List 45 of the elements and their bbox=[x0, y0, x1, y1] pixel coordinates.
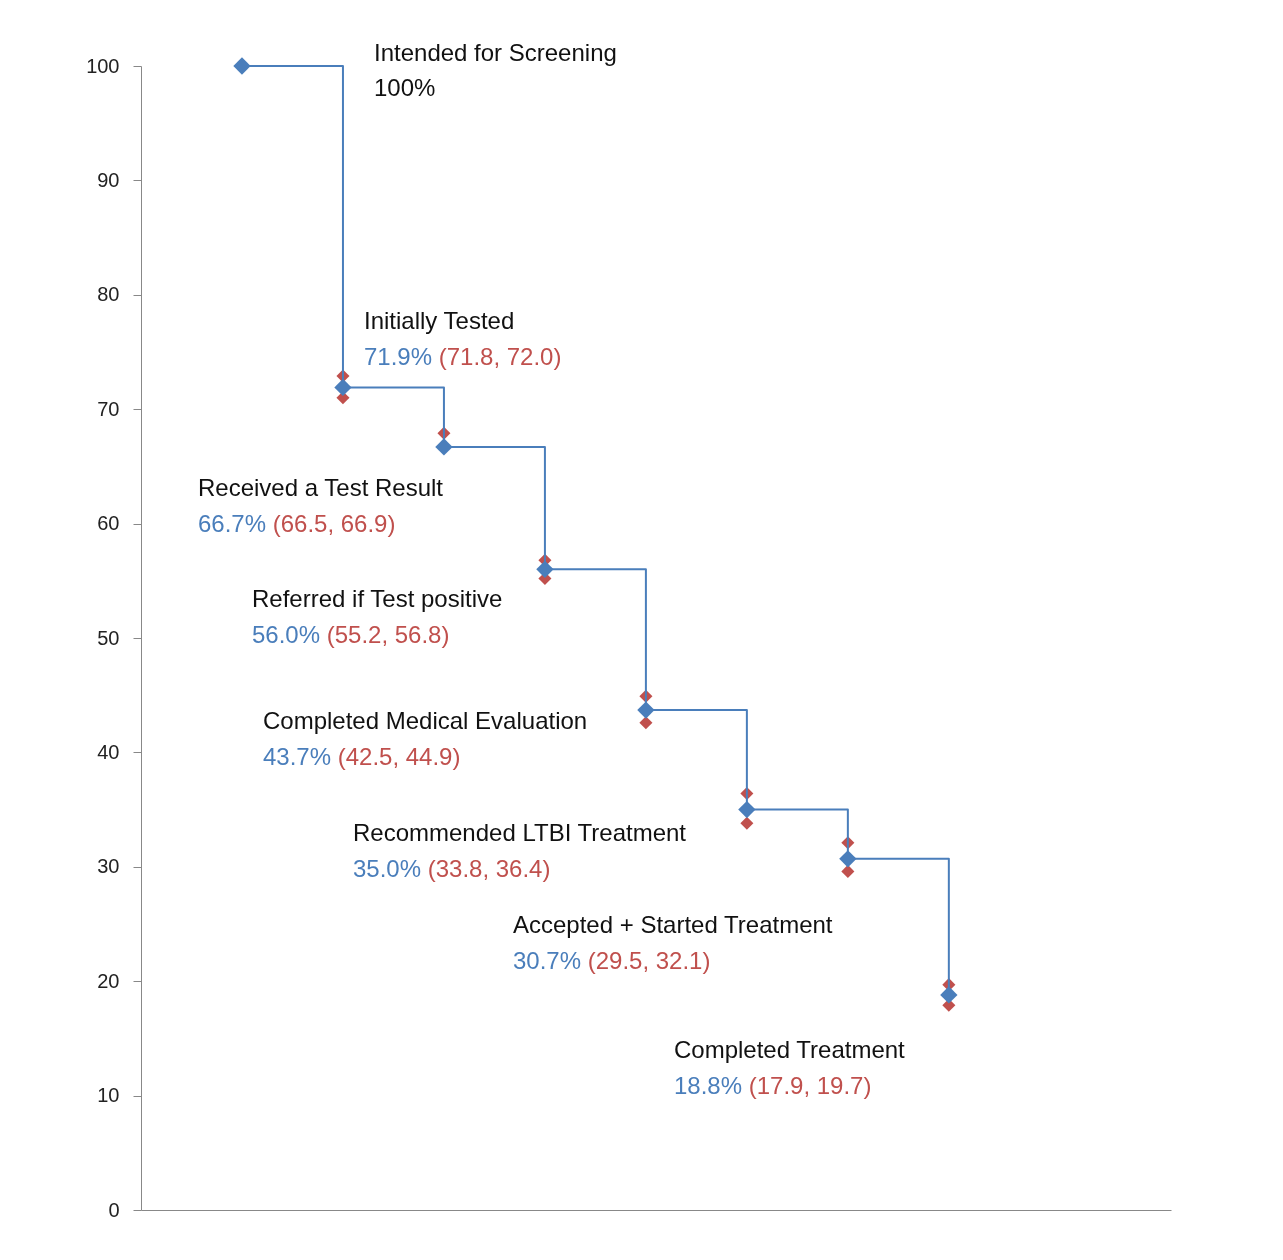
annotation: (71.8, 72.0) bbox=[438, 343, 562, 370]
point bbox=[637, 701, 655, 719]
annotation: (29.5, 32.1) bbox=[587, 947, 711, 974]
annotation: Recommended LTBI Treatment bbox=[353, 819, 687, 846]
annotation: 100% bbox=[374, 74, 436, 101]
y-tick-label: 100 bbox=[86, 54, 120, 77]
point bbox=[839, 850, 857, 868]
point bbox=[740, 816, 754, 830]
annotation: 71.9% bbox=[364, 343, 433, 370]
annotation: 66.7% bbox=[198, 510, 267, 537]
annotation: 43.7% bbox=[263, 743, 332, 770]
annotation: Received a Test Result bbox=[198, 474, 444, 501]
annotation: 56.0% bbox=[252, 621, 321, 648]
text: Intended for Screening bbox=[374, 39, 617, 66]
annotation: Completed Treatment bbox=[674, 1036, 906, 1063]
point bbox=[841, 864, 855, 878]
y-tick-label: 40 bbox=[97, 740, 120, 763]
point bbox=[334, 378, 352, 397]
annotation: Initially Tested bbox=[364, 307, 515, 334]
point bbox=[940, 986, 958, 1004]
annotation: (66.5, 66.9) bbox=[272, 510, 396, 537]
annotation: 35.0% bbox=[353, 855, 422, 882]
point bbox=[536, 560, 554, 579]
point bbox=[639, 716, 653, 730]
y-tick-label: 0 bbox=[108, 1198, 120, 1221]
y-tick-label: 60 bbox=[97, 512, 120, 535]
point bbox=[738, 800, 756, 819]
annotation: (55.2, 56.8) bbox=[326, 621, 450, 648]
annotation: Accepted + Started Treatment bbox=[513, 911, 833, 938]
annotation: Referred if Test positive bbox=[252, 585, 503, 612]
y-tick-label: 20 bbox=[97, 969, 120, 992]
y-tick-label: 90 bbox=[97, 168, 120, 191]
y-tick-label: 30 bbox=[97, 855, 120, 878]
point bbox=[233, 57, 251, 75]
y-tick-label: 10 bbox=[97, 1084, 120, 1107]
annotation: (42.5, 44.9) bbox=[337, 743, 461, 770]
point bbox=[435, 438, 453, 456]
y-tick-label: 50 bbox=[97, 626, 120, 649]
y-tick-label: 70 bbox=[97, 397, 120, 420]
annotation: 30.7% bbox=[513, 947, 582, 974]
y-tick-label: 80 bbox=[97, 283, 120, 306]
annotation: 18.8% bbox=[674, 1072, 743, 1099]
annotation: (17.9, 19.7) bbox=[748, 1072, 872, 1099]
annotation: (33.8, 36.4) bbox=[427, 855, 551, 882]
annotation: Completed Medical Evaluation bbox=[263, 707, 588, 734]
